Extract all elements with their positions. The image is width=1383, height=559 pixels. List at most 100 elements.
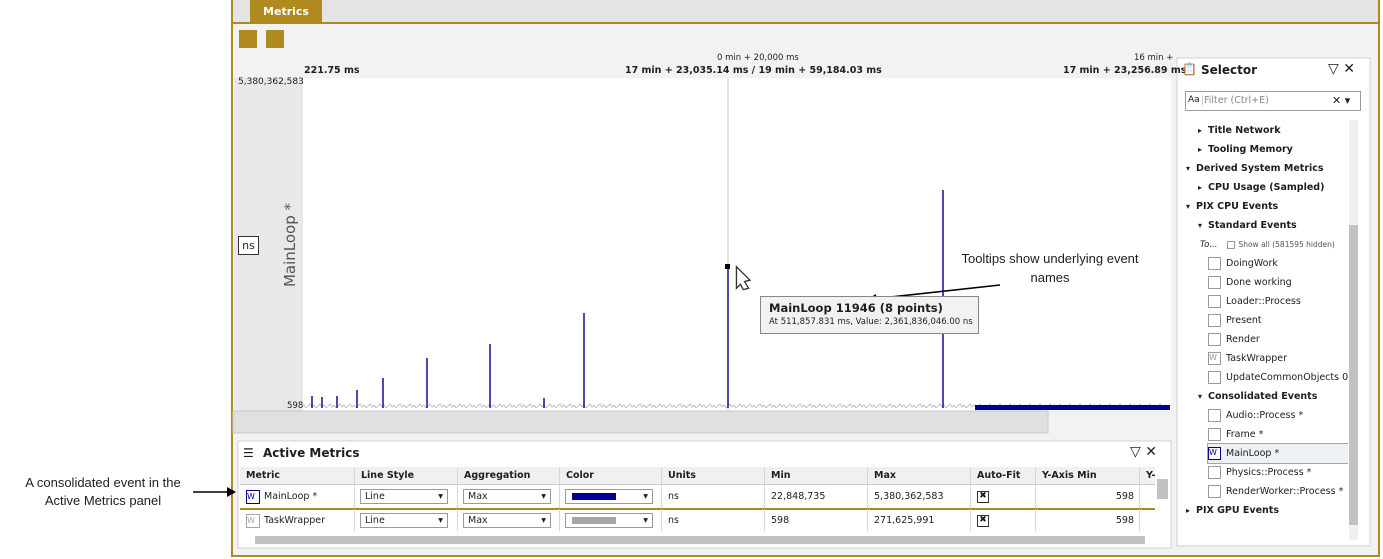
checkbox[interactable]: W <box>1208 352 1221 365</box>
table-scroll-thumb[interactable] <box>1157 479 1168 499</box>
show-all: Show all (581595 hidden) <box>1238 240 1335 249</box>
column-header: Color <box>560 467 662 484</box>
tree-item[interactable]: Frame * <box>1208 425 1348 444</box>
tooltip-detail: At 511,857.831 ms, Value: 2,361,836,046.… <box>769 317 973 327</box>
tree-item[interactable]: Done working <box>1208 273 1348 292</box>
expander[interactable]: ▸ <box>1186 506 1191 515</box>
metric-cell: W TaskWrapper <box>240 509 355 531</box>
tree-item[interactable]: ▾ Derived System Metrics <box>1186 159 1348 178</box>
checkbox[interactable] <box>1208 428 1221 441</box>
expander[interactable]: ▸ <box>1198 126 1203 135</box>
expander[interactable]: ▸ <box>1198 145 1203 154</box>
annotation-tooltip: Tooltips show underlying event names <box>961 251 1139 285</box>
metric-cell: W MainLoop * <box>240 485 355 508</box>
y-label: MainLoop * <box>281 202 299 288</box>
tree-label: MainLoop * <box>1226 448 1280 459</box>
tree-item[interactable]: ▾ Standard Events <box>1198 216 1348 235</box>
scroll-region[interactable] <box>232 410 1049 434</box>
selector-scroll-thumb[interactable] <box>1349 225 1358 525</box>
expander[interactable]: ▸ <box>1198 183 1203 192</box>
tree-item[interactable]: ▸ Tooling Memory <box>1198 140 1348 159</box>
checkbox[interactable] <box>1208 371 1221 384</box>
tab-bg[interactable] <box>250 0 322 23</box>
selector-buttons[interactable]: ▽ ✕ <box>1328 61 1355 77</box>
color-swatch <box>572 493 616 500</box>
auto-fit-cell: ✖ <box>971 485 1036 508</box>
checkbox[interactable] <box>1208 295 1221 308</box>
filter-clear[interactable]: ✕ ▾ <box>1332 94 1351 107</box>
expander[interactable]: ▾ <box>1198 392 1203 401</box>
toolbar-icon[interactable] <box>266 30 284 48</box>
expander[interactable]: ▾ <box>1186 164 1191 173</box>
tree-item[interactable]: RenderWorker::Process * <box>1208 482 1348 501</box>
tree-item[interactable]: Audio::Process * <box>1208 406 1348 425</box>
column-header: Auto-Fit <box>971 467 1036 484</box>
filter-box[interactable]: Aa Filter (Ctrl+E) ✕ ▾ <box>1185 91 1361 111</box>
filter-case[interactable]: Aa <box>1188 95 1203 105</box>
time-right: 17 min + 23,256.89 ms <box>1063 65 1187 76</box>
color-swatch <box>572 517 616 524</box>
tree-label: Done working <box>1226 277 1292 288</box>
metric-row[interactable]: W MainLoop * Line Max ns22,848,7355,380,362,… <box>240 485 1155 510</box>
checkbox[interactable] <box>1208 466 1221 479</box>
toolbar-icon[interactable] <box>239 30 257 48</box>
tree-label: Consolidated Events <box>1208 391 1318 402</box>
y-max: 5,380,362,583 <box>238 77 304 87</box>
tree-label: Render <box>1226 334 1260 345</box>
dropdown[interactable]: Max <box>463 489 551 504</box>
tooltip: MainLoop 11946 (8 points) At 511,857.831… <box>760 296 979 334</box>
auto-fit-checkbox[interactable]: ✖ <box>977 514 989 527</box>
checkbox[interactable]: W <box>1208 447 1221 460</box>
time-left: 221.75 ms <box>304 65 360 76</box>
dropdown[interactable]: Max <box>463 513 551 528</box>
cell-max: 271,625,991 <box>868 509 971 531</box>
checkbox[interactable] <box>1208 333 1221 346</box>
auto-fit-checkbox[interactable]: ✖ <box>977 490 989 503</box>
checkbox[interactable] <box>1208 276 1221 289</box>
expander[interactable]: ▾ <box>1186 202 1191 211</box>
tree-item[interactable]: Loader::Process <box>1208 292 1348 311</box>
column-header: Min <box>765 467 868 484</box>
tree-label: To... <box>1200 239 1218 250</box>
dropdown[interactable]: Line <box>360 513 448 528</box>
filter-placeholder[interactable]: Filter (Ctrl+E) <box>1204 95 1269 106</box>
show-all-box[interactable] <box>1227 240 1236 249</box>
checkbox[interactable] <box>1208 485 1221 498</box>
checkbox[interactable] <box>1208 409 1221 422</box>
panel-buttons[interactable]: ▽ ✕ <box>1130 444 1157 460</box>
tree-item[interactable]: ▸ CPU Usage (Sampled) <box>1198 178 1348 197</box>
color-dropdown[interactable] <box>565 489 653 504</box>
tree-item[interactable]: To... Show all (581595 hidden) <box>1198 235 1348 254</box>
tree-item[interactable]: ▸ PIX GPU Events <box>1186 501 1348 520</box>
tab-bar <box>233 0 1378 23</box>
tree-item[interactable]: Physics::Process * <box>1208 463 1348 482</box>
metric-row[interactable]: WTaskWrapperLineMaxns598271,625,991✖598 <box>240 509 1155 531</box>
column-header: Y- <box>1140 467 1155 484</box>
dropdown[interactable]: Line <box>360 489 448 504</box>
tree-item[interactable]: ▸ Title Network <box>1198 121 1348 140</box>
tree-label: Tooling Memory <box>1208 144 1293 155</box>
tree-item[interactable]: W TaskWrapper <box>1208 349 1348 368</box>
cell: Line <box>355 509 458 531</box>
expander[interactable]: ▾ <box>1198 221 1203 230</box>
tree-item[interactable]: DoingWork <box>1208 254 1348 273</box>
tree-item[interactable]: Present <box>1208 311 1348 330</box>
cell: Max <box>458 509 560 531</box>
checkbox[interactable] <box>1208 257 1221 270</box>
tree-item[interactable]: ▾ PIX CPU Events <box>1186 197 1348 216</box>
tree-item[interactable]: ▾ Consolidated Events <box>1198 387 1348 406</box>
annotation-left: A consolidated event in the Active Metri… <box>25 475 181 508</box>
tab[interactable]: Metrics <box>263 5 309 18</box>
unit-box[interactable]: ns <box>238 236 259 255</box>
table-hscroll-thumb[interactable] <box>255 536 1145 544</box>
checkbox[interactable] <box>1208 314 1221 327</box>
color-dropdown[interactable] <box>565 513 653 528</box>
tree-item[interactable]: UpdateCommonObjects 0 <box>1208 368 1348 387</box>
cell-min: 22,848,735 <box>765 485 868 508</box>
tree-label: Frame * <box>1226 429 1264 440</box>
tree-item[interactable]: Render <box>1208 330 1348 349</box>
cell <box>1140 485 1155 508</box>
tree-label: DoingWork <box>1226 258 1278 269</box>
tree-item[interactable]: W MainLoop * <box>1207 443 1348 464</box>
metrics-table: Metric Line Style Aggregation Color Units Min… <box>240 467 1155 531</box>
